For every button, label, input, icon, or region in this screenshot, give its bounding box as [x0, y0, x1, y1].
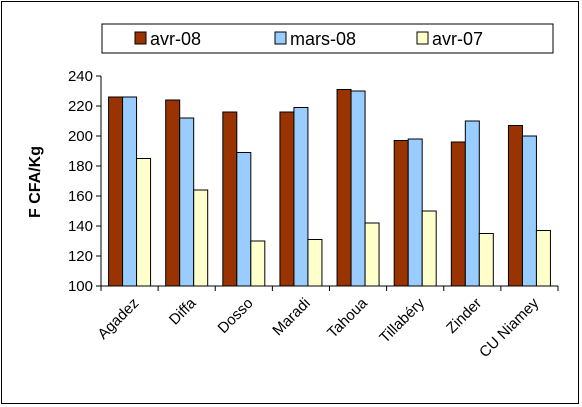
bar	[507, 125, 523, 287]
legend-label: avr-07	[432, 29, 483, 49]
y-tick-label: 180	[68, 158, 93, 175]
x-tick-label: Tahoua	[324, 294, 371, 341]
y-tick-label: 240	[68, 68, 93, 85]
y-axis: 100 120 140 160 180 200 220 240	[68, 68, 102, 295]
bar	[165, 99, 181, 287]
bar	[236, 152, 252, 287]
legend-swatch	[416, 31, 429, 45]
bar	[450, 141, 466, 287]
bar	[421, 210, 437, 287]
bar	[136, 158, 152, 287]
bar	[293, 107, 309, 287]
legend: avr-08 mars-08 avr-07	[101, 23, 554, 54]
bar	[108, 96, 124, 287]
bar	[478, 233, 494, 287]
bar	[307, 239, 323, 287]
bar	[535, 230, 551, 287]
x-tick-label: Dosso	[215, 295, 257, 337]
bar	[222, 111, 238, 287]
x-tick-label: Agadez	[94, 295, 142, 343]
bar	[464, 120, 480, 287]
bar	[193, 189, 209, 287]
bar	[393, 140, 409, 287]
bar	[521, 135, 537, 287]
x-tick-label: Zinder	[443, 295, 485, 337]
bars	[108, 89, 551, 287]
y-tick-label: 100	[68, 278, 93, 295]
y-tick-label: 140	[68, 218, 93, 235]
y-axis-label: F CFA/Kg	[27, 146, 44, 218]
bar	[336, 89, 352, 287]
bar	[350, 90, 366, 287]
bar	[364, 222, 380, 287]
y-tick-label: 120	[68, 248, 93, 265]
legend-label: avr-08	[150, 29, 201, 49]
x-axis: Agadez Diffa Dosso Maradi Tahoua Tillabéry Zin…	[94, 285, 559, 361]
bar	[122, 96, 138, 287]
bar	[179, 117, 195, 287]
y-tick-label: 160	[68, 188, 93, 205]
bar	[279, 111, 295, 287]
x-tick-label: Maradi	[269, 295, 313, 339]
x-tick-label: Tillabéry	[376, 294, 428, 346]
bar	[250, 240, 266, 287]
legend-swatch	[274, 31, 287, 45]
legend-swatch	[134, 31, 147, 45]
x-tick-label: Diffa	[166, 294, 200, 328]
x-tick-label: CU Niamey	[476, 294, 543, 361]
y-tick-label: 220	[68, 98, 93, 115]
legend-label: mars-08	[290, 29, 356, 49]
y-tick-label: 200	[68, 128, 93, 145]
legend-box	[101, 23, 554, 54]
bar	[407, 138, 423, 287]
